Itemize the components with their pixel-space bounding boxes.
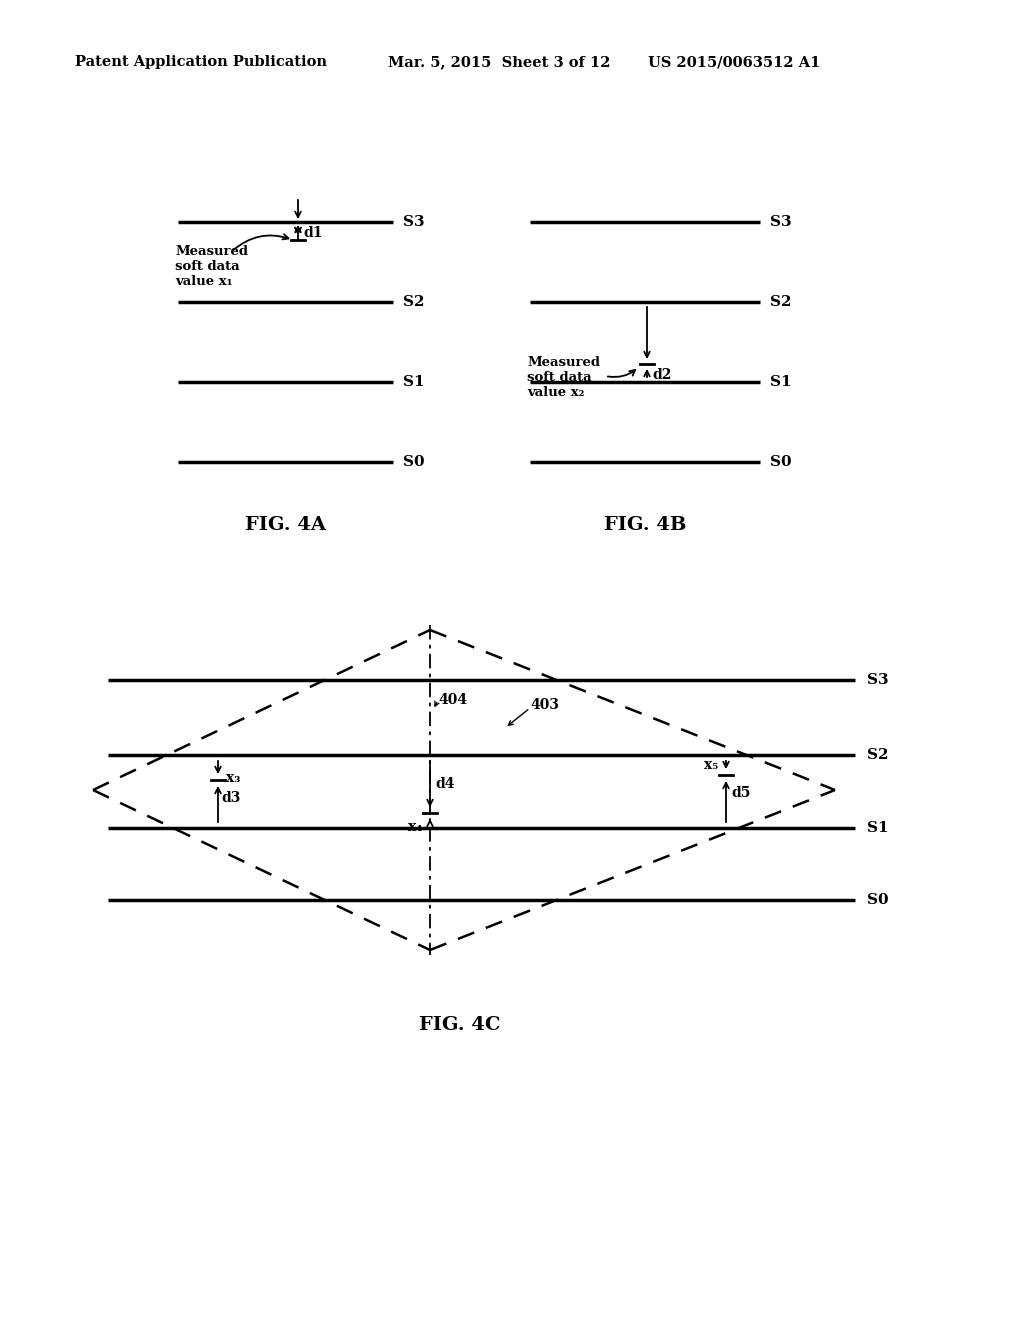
Text: 404: 404 bbox=[438, 693, 467, 708]
Text: S3: S3 bbox=[867, 673, 889, 686]
Text: S2: S2 bbox=[770, 294, 792, 309]
Text: FIG. 4A: FIG. 4A bbox=[245, 516, 326, 535]
Text: S0: S0 bbox=[403, 455, 425, 469]
Text: d1: d1 bbox=[303, 226, 323, 240]
Text: S2: S2 bbox=[867, 748, 889, 762]
Text: d2: d2 bbox=[652, 368, 672, 381]
Text: S1: S1 bbox=[770, 375, 792, 389]
Text: Measured
soft data
value x₂: Measured soft data value x₂ bbox=[527, 356, 600, 399]
Text: S0: S0 bbox=[867, 894, 889, 907]
Text: FIG. 4C: FIG. 4C bbox=[419, 1016, 501, 1034]
Text: S3: S3 bbox=[770, 215, 792, 228]
Text: x₃: x₃ bbox=[226, 771, 241, 785]
Text: S1: S1 bbox=[867, 821, 889, 836]
Text: d4: d4 bbox=[435, 777, 455, 791]
Text: x₅: x₅ bbox=[705, 758, 718, 772]
Text: FIG. 4B: FIG. 4B bbox=[604, 516, 686, 535]
Text: x₄: x₄ bbox=[408, 820, 422, 834]
Text: Measured
soft data
value x₁: Measured soft data value x₁ bbox=[175, 246, 248, 288]
Text: d3: d3 bbox=[221, 791, 241, 805]
Text: S3: S3 bbox=[403, 215, 425, 228]
Text: Mar. 5, 2015  Sheet 3 of 12: Mar. 5, 2015 Sheet 3 of 12 bbox=[388, 55, 610, 69]
Text: Patent Application Publication: Patent Application Publication bbox=[75, 55, 327, 69]
Text: US 2015/0063512 A1: US 2015/0063512 A1 bbox=[648, 55, 820, 69]
Text: S1: S1 bbox=[403, 375, 425, 389]
Text: d5: d5 bbox=[731, 785, 751, 800]
Text: S0: S0 bbox=[770, 455, 792, 469]
Text: S2: S2 bbox=[403, 294, 425, 309]
Text: 403: 403 bbox=[530, 698, 559, 711]
